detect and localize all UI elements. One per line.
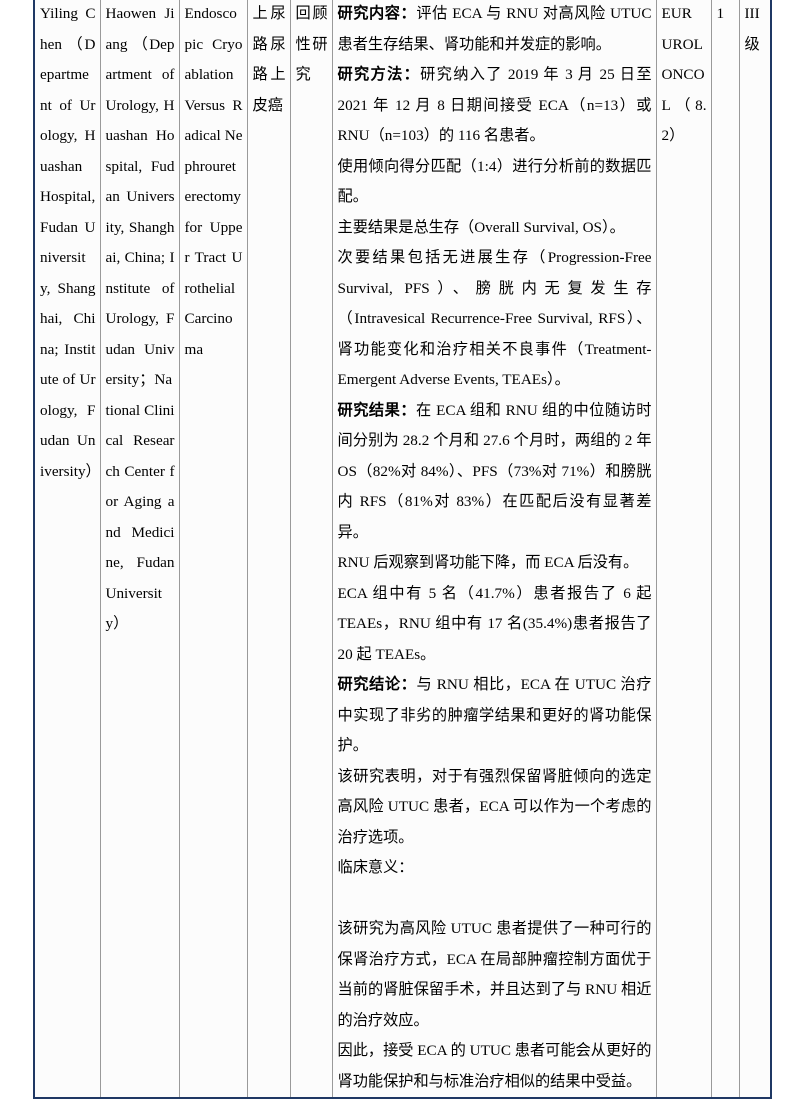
content-paragraph: ECA 组中有 5 名（41.7%）患者报告了 6 起 TEAEs，RNU 组中… xyxy=(338,579,652,671)
content-paragraph-text: ECA 组中有 5 名（41.7%）患者报告了 6 起 TEAEs，RNU 组中… xyxy=(337,584,652,663)
content-paragraph xyxy=(338,884,652,915)
content-paragraph-text: 与 RNU 相比，ECA 在 UTUC 治疗中实现了非劣的肿瘤学结果和更好的肾功… xyxy=(337,676,652,754)
content-paragraph-text: 在 ECA 组和 RNU 组的中位随访时间分别为 28.2 个月和 27.6 个… xyxy=(337,401,652,541)
content-paragraph: RNU 后观察到肾功能下降，而 ECA 后没有。 xyxy=(338,548,652,579)
content-paragraph: 次要结果包括无进展生存（Progression-Free Survival, P… xyxy=(338,243,652,396)
content-paragraph: 该研究表明，对于有强烈保留肾脏倾向的选定高风险 UTUC 患者，ECA 可以作为… xyxy=(338,762,652,854)
literature-evidence-table: Yiling Chen （Department of Urology, Huas… xyxy=(33,0,772,1099)
content-paragraph-text: 研究纳入了 2019 年 3 月 25 日至 2021 年 12 月 8 日期间… xyxy=(337,66,652,144)
cell-count: 1 xyxy=(710,0,740,1099)
content-paragraph: 主要结果是总生存（Overall Survival, OS）。 xyxy=(338,213,652,244)
cell-corresponding-author-affiliation: Haowen Jiang （Department of Urology, Hua… xyxy=(99,0,180,1099)
study-content-paragraphs: 研究内容：评估 ECA 与 RNU 对高风险 UTUC 患者生存结果、肾功能和并… xyxy=(338,0,652,1097)
content-paragraph-text: RNU 后观察到肾功能下降，而 ECA 后没有。 xyxy=(337,554,639,571)
content-paragraph-text: 因此，接受 ECA 的 UTUC 患者可能会从更好的肾功能保护和与标准治疗相似的… xyxy=(337,1042,652,1090)
content-paragraph-label: 研究方法： xyxy=(337,66,421,83)
content-paragraph: 该研究为高风险 UTUC 患者提供了一种可行的保肾治疗方式，ECA 在局部肿瘤控… xyxy=(338,914,652,1036)
content-paragraph: 研究方法：研究纳入了 2019 年 3 月 25 日至 2021 年 12 月 … xyxy=(338,60,652,152)
content-paragraph-text: 该研究为高风险 UTUC 患者提供了一种可行的保肾治疗方式，ECA 在局部肿瘤控… xyxy=(337,920,652,1029)
cell-study-type: 回顾性研究 xyxy=(289,0,333,1099)
content-paragraph-label: 研究结论： xyxy=(337,676,417,693)
cell-study-title: Endoscopic Cryoablation Versus Radical N… xyxy=(178,0,248,1099)
content-paragraph: 使用倾向得分匹配（1:4）进行分析前的数据匹配。 xyxy=(338,152,652,213)
cell-study-content: 研究内容：评估 ECA 与 RNU 对高风险 UTUC 患者生存结果、肾功能和并… xyxy=(331,0,657,1099)
cell-evidence-grade: III级 xyxy=(738,0,772,1099)
content-paragraph-text: 评估 ECA 与 RNU 对高风险 UTUC 患者生存结果、肾功能和并发症的影响… xyxy=(337,5,652,53)
content-paragraph-text: 临床意义： xyxy=(337,859,414,876)
content-paragraph-text: 使用倾向得分匹配（1:4）进行分析前的数据匹配。 xyxy=(337,157,652,206)
content-paragraph: 研究内容：评估 ECA 与 RNU 对高风险 UTUC 患者生存结果、肾功能和并… xyxy=(338,0,652,60)
content-paragraph-text: 次要结果包括无进展生存（Progression-Free Survival, P… xyxy=(337,249,652,388)
content-paragraph-text: 该研究表明，对于有强烈保留肾脏倾向的选定高风险 UTUC 患者，ECA 可以作为… xyxy=(337,767,652,846)
content-paragraph: 研究结果：在 ECA 组和 RNU 组的中位随访时间分别为 28.2 个月和 2… xyxy=(338,396,652,549)
content-paragraph-label: 研究结果： xyxy=(337,401,417,419)
content-paragraph: 临床意义： xyxy=(338,853,652,884)
content-paragraph-text: 主要结果是总生存（Overall Survival, OS）。 xyxy=(337,218,625,236)
content-paragraph-label: 研究内容： xyxy=(337,5,417,22)
content-paragraph: 因此，接受 ECA 的 UTUC 患者可能会从更好的肾功能保护和与标准治疗相似的… xyxy=(338,1036,652,1097)
content-paragraph: 研究结论：与 RNU 相比，ECA 在 UTUC 治疗中实现了非劣的肿瘤学结果和… xyxy=(338,670,652,762)
literature-table-container: Yiling Chen （Department of Urology, Huas… xyxy=(33,0,772,1099)
cell-disease: 上尿路尿路上皮癌 xyxy=(246,0,291,1099)
table-row: Yiling Chen （Department of Urology, Huas… xyxy=(33,0,772,1099)
cell-journal: EUR UROL ONCOL（8.2） xyxy=(655,0,712,1099)
cell-first-author: Yiling Chen （Department of Urology, Huas… xyxy=(33,0,101,1099)
